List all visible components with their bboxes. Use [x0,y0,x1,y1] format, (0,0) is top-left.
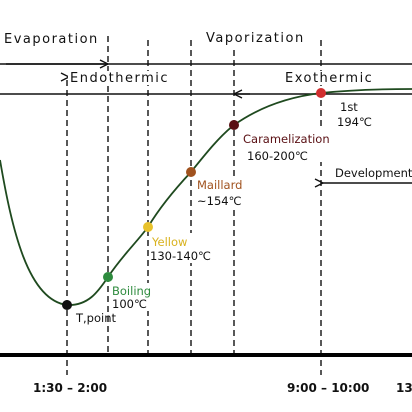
tpoint-label: T,point [75,311,116,325]
roast-curve [0,88,412,306]
stage-point-tpoint [62,300,72,310]
boiling-label: Boiling [112,284,151,298]
caramelization-label: Caramelization [243,132,330,146]
stage-point-yellow [143,222,153,232]
first-crack-label: 1st [340,100,358,114]
first-crack-temp: 194℃ [337,115,372,129]
stage-point-first-crack [316,88,326,98]
caramelization-temp: 160-200℃ [247,149,308,163]
endothermic-header: Endothermic [70,71,169,86]
yellow-temp: 130-140℃ [150,249,211,263]
boiling-temp: 100℃ [112,297,147,311]
development-label: Development [335,166,412,180]
time-label-end: 13: [396,381,412,395]
stage-point-maillard [186,167,196,177]
time-label-tpoint: 1:30 – 2:00 [33,381,107,395]
time-label-first-crack: 9:00 – 10:00 [287,381,369,395]
stage-point-boiling [103,272,113,282]
stage-point-caramelization [229,120,239,130]
vaporization-header: Vaporization [206,31,305,46]
maillard-label: Maillard [197,178,242,192]
exothermic-header: Exothermic [285,71,373,86]
yellow-label: Yellow [151,235,187,249]
evaporation-header: Evaporation [4,32,99,47]
maillard-temp: ~154℃ [197,194,242,208]
